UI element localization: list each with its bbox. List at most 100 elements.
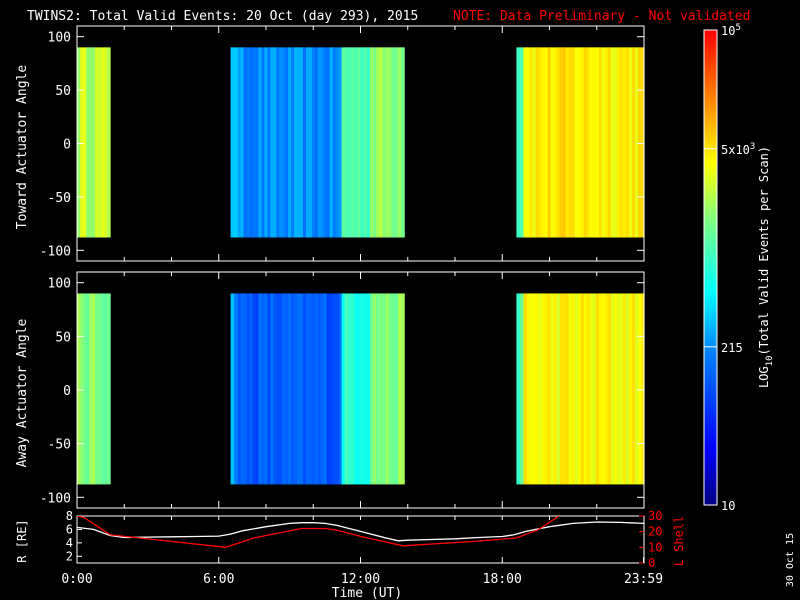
toward-data-column — [385, 47, 390, 238]
away-data-column — [363, 293, 368, 485]
date-stamp: 30 Oct 15 — [785, 533, 796, 587]
toward-data-column — [261, 47, 265, 238]
orbit-right-tick-label: 30 — [648, 509, 662, 523]
orbit-left-tick-label: 6 — [66, 522, 73, 536]
away-data-column — [550, 293, 555, 485]
away-data-column — [553, 293, 558, 485]
away-data-column — [571, 293, 576, 485]
away-y-tick-label: 50 — [55, 330, 71, 345]
away-data-column — [243, 293, 248, 485]
toward-data-column — [77, 47, 81, 238]
away-data-column — [637, 293, 642, 485]
away-data-column — [230, 293, 235, 485]
away-data-column — [323, 293, 328, 485]
toward-data-column — [297, 47, 301, 238]
orbit-left-tick-label: 8 — [66, 509, 73, 523]
away-data-column — [360, 293, 365, 485]
away-data-column — [264, 293, 268, 485]
plot-title: TWINS2: Total Valid Events: 20 Oct (day … — [27, 9, 418, 24]
toward-data-column — [255, 47, 260, 238]
toward-data-column — [637, 47, 642, 238]
orbit-right-tick-label: 20 — [648, 525, 662, 539]
away-data-column — [382, 293, 387, 485]
toward-data-column — [616, 47, 621, 238]
toward-data-column — [354, 47, 358, 238]
toward-data-column — [351, 47, 355, 238]
toward-data-column — [80, 47, 84, 238]
away-data-column — [601, 293, 606, 485]
toward-data-column — [107, 47, 111, 238]
away-data-column — [249, 293, 254, 485]
away-data-column — [314, 293, 319, 485]
toward-data-column — [311, 47, 316, 238]
toward-data-column — [101, 47, 105, 238]
toward-data-column — [529, 47, 534, 238]
away-data-column — [237, 293, 242, 485]
toward-data-column — [373, 47, 377, 238]
colorbar-label: LOG10(Total Valid Events per Scan) — [757, 146, 775, 388]
toward-data-column — [332, 47, 337, 238]
away-data-column — [329, 293, 334, 485]
toward-data-column — [541, 47, 546, 238]
toward-data-column — [586, 47, 591, 238]
away-data-column — [541, 293, 546, 485]
away-data-column — [604, 293, 609, 485]
away-data-column — [562, 293, 567, 485]
toward-data-column — [249, 47, 254, 238]
toward-data-column — [344, 47, 349, 238]
toward-data-column — [571, 47, 576, 238]
toward-data-column — [526, 47, 531, 238]
away-data-column — [285, 293, 289, 485]
orbit-r-axis-label: R [RE] — [15, 519, 29, 562]
toward-data-column — [568, 47, 573, 238]
away-data-column — [276, 293, 280, 485]
away-data-column — [391, 293, 396, 485]
toward-data-column — [562, 47, 567, 238]
toward-actuator-heatmap: 100 50 0 -50 -100 — [40, 25, 645, 262]
toward-data-column — [516, 47, 521, 238]
away-data-column — [261, 293, 265, 485]
toward-data-column — [559, 47, 564, 238]
away-y-tick-label: -50 — [48, 438, 71, 453]
colorbar-gradient — [703, 29, 718, 506]
toward-data-column — [335, 47, 340, 238]
orbit-lshell-axis-label: L Shell — [672, 516, 686, 567]
toward-data-column — [252, 47, 257, 238]
away-data-column — [107, 293, 111, 485]
away-data-column — [255, 293, 260, 485]
toward-data-column — [391, 47, 396, 238]
toward-data-column — [382, 47, 387, 238]
away-data-column — [565, 293, 570, 485]
time-tick-label: 6:00 — [203, 572, 234, 587]
away-data-column — [568, 293, 573, 485]
orbit-left-tick-label: 4 — [66, 536, 73, 550]
away-data-column — [559, 293, 564, 485]
toward-data-column — [326, 47, 331, 238]
away-data-column — [273, 293, 277, 485]
toward-data-column — [625, 47, 630, 238]
toward-y-axis-label: Toward Actuator Angle — [15, 65, 30, 230]
toward-data-column — [363, 47, 368, 238]
data-preliminary-note: NOTE: Data Preliminary - Not validated — [453, 9, 750, 24]
toward-data-column — [622, 47, 627, 238]
toward-data-column — [329, 47, 334, 238]
away-data-column — [252, 293, 257, 485]
toward-data-column — [519, 47, 525, 238]
away-data-column — [519, 293, 525, 485]
toward-data-column — [338, 47, 343, 238]
away-data-column — [300, 293, 304, 485]
away-data-column — [622, 293, 627, 485]
away-y-tick-label: 0 — [63, 384, 71, 399]
toward-data-column — [583, 47, 588, 238]
toward-data-column — [234, 47, 239, 238]
time-tick-label: 0:00 — [61, 572, 92, 587]
toward-data-column — [369, 47, 374, 238]
away-data-column — [516, 293, 521, 485]
toward-data-column — [401, 47, 405, 238]
away-data-column — [634, 293, 639, 485]
toward-data-column — [230, 47, 235, 238]
away-data-column — [308, 293, 313, 485]
away-data-column — [320, 293, 325, 485]
